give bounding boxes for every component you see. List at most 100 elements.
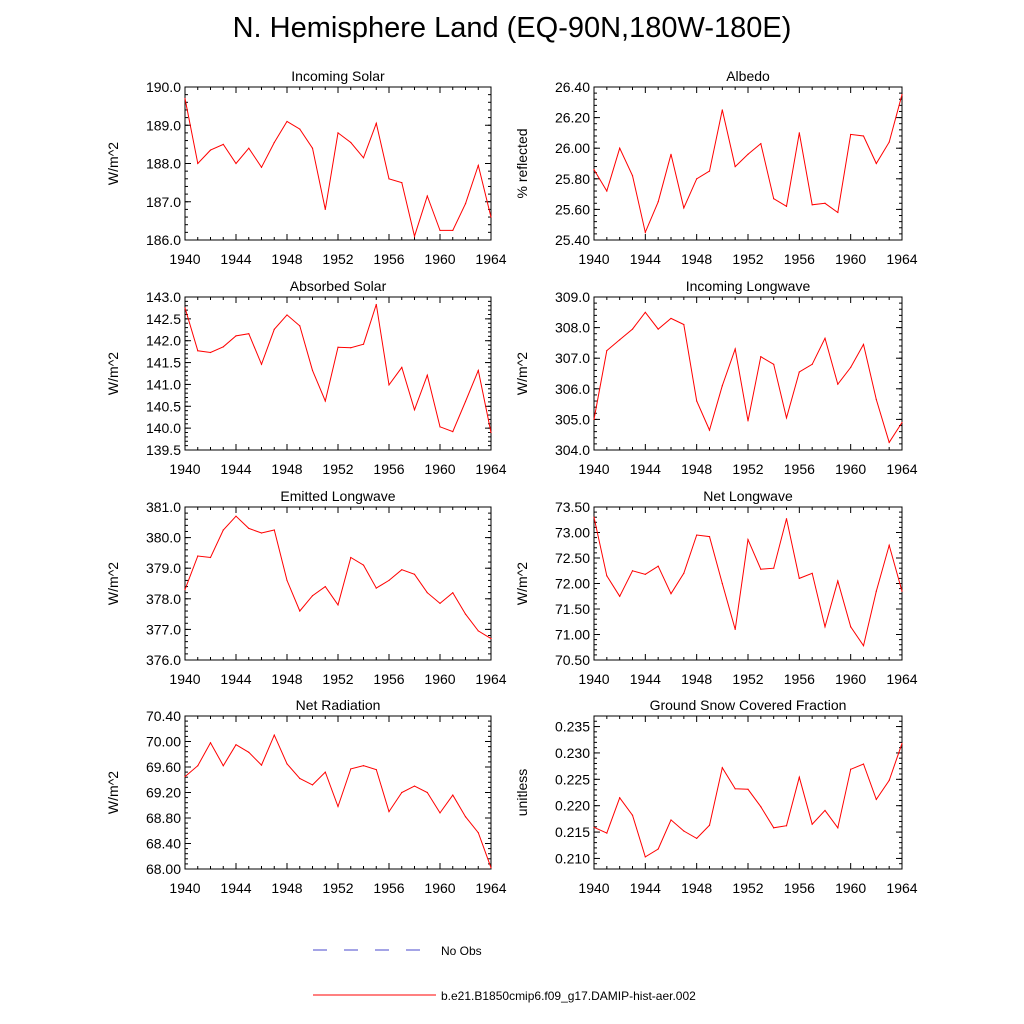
x-tick-label: 1940: [578, 880, 609, 896]
data-point: [388, 178, 390, 180]
x-tick-label: 1956: [784, 880, 815, 896]
y-tick-label: 139.5: [146, 442, 181, 458]
x-tick-label: 1944: [630, 880, 661, 896]
data-point: [426, 195, 428, 197]
data-point: [350, 556, 352, 559]
panel-title: Incoming Solar: [291, 68, 385, 84]
data-point: [273, 529, 275, 531]
y-tick-label: 379.0: [146, 560, 181, 576]
data-point: [631, 814, 634, 816]
data-point: [862, 343, 865, 346]
data-point: [696, 837, 698, 840]
data-point: [337, 805, 339, 808]
x-tick-label: 1948: [271, 880, 302, 896]
x-tick-label: 1960: [424, 251, 455, 267]
y-tick-label: 190.0: [146, 79, 181, 95]
data-point: [337, 132, 339, 134]
data-point: [837, 580, 839, 582]
y-tick-label: 25.80: [555, 171, 590, 187]
data-point: [439, 812, 441, 814]
data-point: [235, 744, 237, 746]
y-tick-label: 25.40: [555, 232, 590, 248]
data-point: [311, 147, 314, 149]
legend-label: b.e21.B1850cmip6.f09_g17.DAMIP-hist-aer.…: [441, 989, 696, 1003]
panel-6: Net Longwave W/m^2 1940 1944 1948 1952 1956 196…: [514, 488, 918, 687]
data-point: [197, 350, 199, 352]
y-axis-label: W/m^2: [514, 562, 530, 605]
data-point: [388, 579, 390, 582]
panel-7: Net Radiation W/m^2 1940 1944 1948 1952 1956 19…: [105, 697, 507, 896]
data-point: [222, 346, 224, 348]
y-tick-label: 381.0: [146, 499, 181, 515]
x-tick-label: 1956: [373, 461, 404, 477]
data-point: [721, 109, 723, 111]
data-point: [362, 343, 365, 345]
data-point: [222, 529, 224, 531]
data-point: [452, 592, 454, 594]
data-point: [824, 626, 826, 628]
data-point: [235, 162, 237, 165]
plot-frame: [593, 296, 903, 451]
data-point: [760, 806, 762, 808]
data-point: [837, 383, 839, 385]
data-point: [388, 811, 390, 813]
data-point: [785, 518, 788, 520]
x-tick-label: 1952: [732, 671, 763, 687]
data-point: [670, 317, 672, 320]
data-point: [747, 539, 749, 541]
data-point: [490, 637, 492, 640]
x-tick-label: 1960: [835, 880, 866, 896]
data-point: [734, 348, 736, 350]
data-point: [490, 431, 492, 434]
data-point: [670, 819, 672, 821]
data-point: [644, 573, 646, 575]
data-point: [888, 544, 890, 546]
data-point: [901, 421, 903, 424]
data-point: [273, 141, 275, 144]
series-line: [184, 98, 492, 239]
data-point: [490, 867, 492, 869]
data-point: [197, 765, 199, 767]
x-tick-label: 1948: [681, 671, 712, 687]
data-point: [811, 363, 813, 365]
data-point: [439, 426, 441, 428]
y-tick-label: 73.50: [555, 499, 590, 515]
x-tick-label: 1964: [475, 251, 506, 267]
data-point: [375, 303, 377, 306]
data-point: [721, 582, 723, 585]
y-tick-label: 0.235: [555, 719, 590, 735]
data-point: [248, 333, 250, 335]
data-point: [299, 777, 301, 780]
data-point: [413, 573, 416, 575]
data-point: [248, 527, 250, 530]
y-tick-label: 186.0: [146, 232, 181, 248]
data-point: [721, 385, 723, 387]
y-tick-label: 187.0: [146, 194, 181, 210]
legend-label: No Obs: [441, 944, 482, 958]
data-point: [324, 771, 326, 773]
panel-title: Incoming Longwave: [686, 278, 811, 294]
x-tick-label: 1964: [886, 251, 917, 267]
data-point: [760, 356, 762, 358]
data-point: [606, 349, 608, 352]
series-line: [593, 743, 903, 858]
panel-title: Absorbed Solar: [290, 278, 387, 294]
data-point: [375, 122, 377, 124]
data-point: [862, 135, 865, 137]
y-tick-label: 309.0: [555, 289, 590, 305]
y-tick-label: 26.40: [555, 79, 590, 95]
data-point: [798, 577, 800, 580]
data-point: [184, 307, 186, 309]
data-point: [337, 604, 339, 606]
data-point: [464, 400, 467, 403]
x-tick-label: 1944: [630, 461, 661, 477]
data-point: [273, 328, 275, 330]
data-point: [401, 569, 403, 571]
data-point: [734, 628, 736, 631]
panel-title: Albedo: [726, 68, 770, 84]
data-point: [413, 235, 416, 237]
x-tick-label: 1964: [475, 461, 506, 477]
panel-5: Emitted Longwave W/m^2 1940 1944 1948 1952 195…: [105, 488, 507, 687]
data-point: [490, 216, 492, 218]
data-point: [901, 742, 903, 745]
